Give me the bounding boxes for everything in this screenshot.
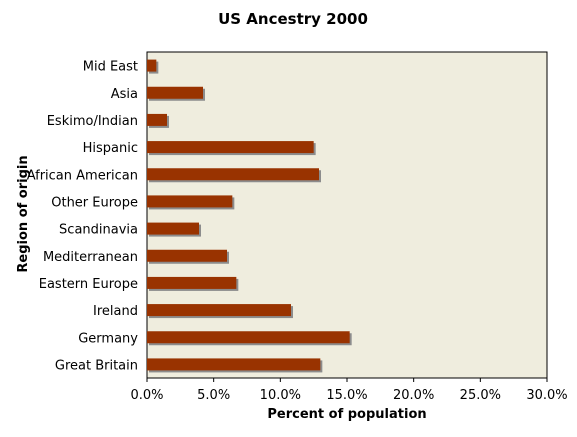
y-tick-label: Ireland xyxy=(93,304,138,319)
x-tick-label: 30.0% xyxy=(526,388,567,403)
x-tick-label: 0.0% xyxy=(130,388,163,403)
y-tick-label: Other Europe xyxy=(51,195,138,210)
y-tick-label: Hispanic xyxy=(83,141,138,156)
x-axis-title: Percent of population xyxy=(267,407,426,422)
bar xyxy=(147,59,157,72)
y-tick-label: Eastern Europe xyxy=(39,277,138,292)
bar xyxy=(147,222,199,235)
y-tick-label: Great Britain xyxy=(55,358,138,373)
plot-area xyxy=(146,51,548,379)
bar xyxy=(147,141,314,154)
y-tick-label: Scandinavia xyxy=(59,223,138,238)
x-tick-label: 5.0% xyxy=(197,388,230,403)
bar xyxy=(147,249,227,262)
y-axis-title: Region of origin xyxy=(16,155,31,272)
y-tick-label: Mediterranean xyxy=(43,250,138,265)
bar xyxy=(147,195,233,208)
y-tick-label: Eskimo/Indian xyxy=(47,114,138,129)
bar xyxy=(147,168,319,181)
x-tick-label: 25.0% xyxy=(460,388,501,403)
bar xyxy=(147,113,167,126)
y-tick-labels: Mid East Asia Eskimo/Indian Hispanic African… xyxy=(27,60,139,374)
bar xyxy=(147,304,291,317)
bar xyxy=(147,331,350,344)
y-tick-label: Asia xyxy=(111,87,138,102)
bar xyxy=(147,358,321,371)
chart-title: US Ancestry 2000 xyxy=(218,10,368,28)
x-tick-label: 20.0% xyxy=(393,388,434,403)
y-tick-label: Germany xyxy=(78,331,138,346)
bar xyxy=(147,86,203,99)
bars-group xyxy=(147,59,352,373)
x-tick-label: 15.0% xyxy=(326,388,367,403)
y-tick-label: Mid East xyxy=(83,60,138,75)
x-tick-label: 10.0% xyxy=(260,388,301,403)
y-tick-label: African American xyxy=(27,168,138,183)
x-ticks: 0.0% 5.0% 10.0% 15.0% 20.0% 25.0% 30.0% xyxy=(130,378,568,403)
bar xyxy=(147,276,237,289)
